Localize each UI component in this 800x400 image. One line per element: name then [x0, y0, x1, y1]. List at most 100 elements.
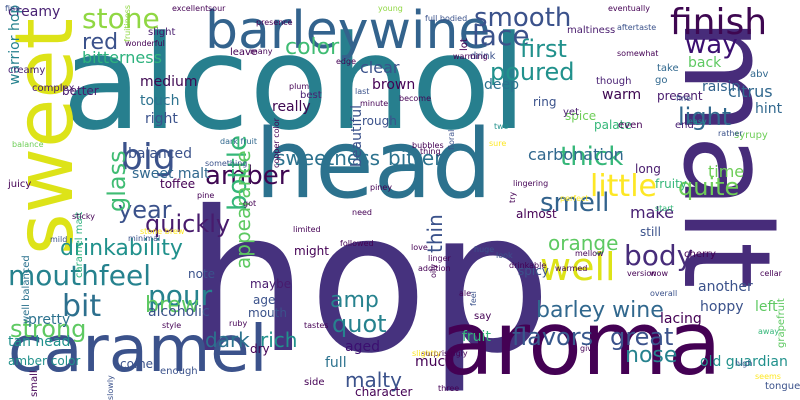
word-edge: edge [336, 57, 356, 66]
word-rich: rich [260, 328, 298, 352]
word-high: high [735, 359, 753, 368]
word-maltiness: maltiness [567, 25, 616, 36]
word-love: love [411, 243, 428, 252]
word-away: away [758, 327, 780, 336]
word-complex: complex [32, 83, 75, 94]
word-fruitiness: fruitiness [123, 4, 132, 42]
word-light: light [678, 103, 732, 131]
word-year: year [118, 196, 172, 224]
word-ring: ring [533, 95, 557, 109]
word-little: little [590, 169, 657, 204]
word-fine: fine [5, 4, 21, 13]
word-hint: hint [755, 101, 783, 117]
word-amber: amber [205, 161, 290, 191]
word-hoppy: hoppy [700, 299, 744, 315]
word-come: come [120, 357, 154, 371]
word-three: three [438, 384, 460, 393]
word-rather: rather [718, 129, 743, 138]
word-carbonation: carbonation [528, 145, 624, 164]
word-say: say [474, 311, 492, 322]
word-ruby: ruby [229, 319, 248, 328]
word-overall: overall [650, 289, 678, 298]
word-side: side [304, 377, 325, 388]
word-fruity: fruity [655, 177, 687, 191]
word-syrupy: syrupy [734, 130, 768, 141]
word-finish: finish [670, 2, 768, 43]
word-drink: drink [470, 51, 496, 62]
word-barley-wine: barley wine [536, 298, 664, 323]
word-time: time [708, 162, 745, 181]
word-might: might [294, 244, 329, 258]
word-mouth: mouth [248, 306, 287, 320]
word-age: age [253, 293, 276, 307]
word-addition: addition [418, 264, 451, 273]
word-though: though [596, 76, 632, 87]
word-quot: quot [332, 310, 387, 338]
word-dark: dark [205, 328, 250, 352]
word-sticky: sticky [72, 212, 96, 221]
word-alcohol: alcohol [62, 7, 527, 159]
word-small: small [29, 370, 40, 397]
word-warm: warm [602, 87, 642, 103]
word-amp: amp [330, 288, 379, 313]
word-bitterness: bitterness [82, 48, 162, 67]
word-appearance: appearance [231, 150, 255, 269]
word-amber-color: amber color [8, 354, 81, 368]
word-medium: medium [140, 74, 198, 90]
word-followed: followed [340, 239, 374, 248]
word-excellent: excellent [172, 4, 209, 13]
word-wonderful: wonderful [125, 39, 165, 48]
word-huge: huge [474, 245, 495, 254]
word-touch: touch [140, 93, 180, 109]
word-caramel: caramel [8, 313, 268, 387]
word-easy: easy [688, 117, 707, 126]
word-tastes: tastes [304, 321, 329, 330]
word-deep: deep [484, 77, 519, 93]
word-mellow: mellow [575, 249, 604, 258]
word-plum: plum [289, 82, 310, 91]
word-version: version [627, 269, 657, 278]
word-oily: oily [429, 263, 438, 278]
word-become: become [399, 94, 432, 103]
word-big: big [120, 137, 176, 178]
word-spice: spice [565, 109, 597, 123]
word-another: another [698, 279, 753, 295]
word-start: start [655, 204, 674, 213]
word-brew: brew [145, 293, 200, 318]
word-almost: almost [516, 207, 557, 221]
word-two: two [494, 122, 509, 131]
word-juicy: juicy [8, 179, 32, 190]
word-seems: seems [755, 372, 781, 381]
word-minute: minute [360, 99, 389, 108]
word-thin: thin [423, 214, 447, 253]
word-fine: fine [676, 94, 692, 103]
word-feel: feel [469, 291, 478, 306]
word-drinkable: drinkable [509, 261, 547, 270]
word-warmed: warmed [555, 264, 588, 273]
word-character: character [355, 385, 413, 399]
word-poured: poured [490, 58, 575, 86]
word-even: even [618, 120, 643, 131]
word-strong: strong [10, 315, 87, 343]
word-well-balanced: well balanced [21, 255, 32, 324]
word-flavors: flavors [512, 323, 594, 351]
word-back: back [688, 55, 722, 71]
word-creamy: creamy [8, 4, 61, 20]
word-orange: orange [548, 231, 619, 255]
word-abv: abv [750, 69, 769, 80]
word-somewhat: somewhat [617, 49, 659, 58]
word-tongue: tongue [765, 381, 800, 392]
word-pour: pour [148, 279, 213, 312]
word-try: try [508, 191, 517, 203]
word-best: best [300, 90, 322, 101]
word-look: look [496, 251, 513, 260]
word-fruit: fruit [462, 329, 491, 345]
word-malty: malty [345, 368, 402, 392]
word-smooth: smooth [474, 3, 572, 33]
word-presence: presence [256, 18, 293, 27]
word-sour: sour [208, 4, 226, 13]
word-ale: ale [459, 289, 472, 298]
word-slightly: slightly [412, 349, 441, 358]
word-maybe: maybe [250, 277, 292, 291]
word-citrus: citrus [728, 82, 773, 101]
